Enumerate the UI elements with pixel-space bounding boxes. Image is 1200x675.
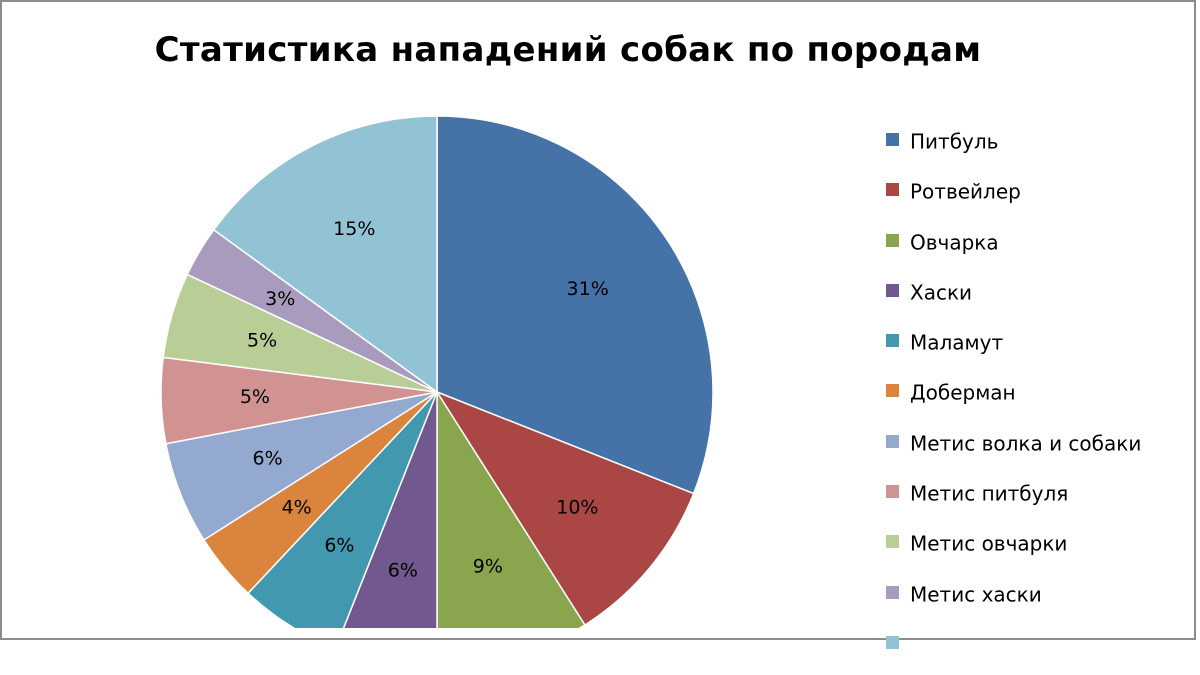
legend-label: Питбуль — [910, 129, 999, 154]
legend-label: Овчарка — [910, 230, 999, 255]
legend-item: Метис хаски — [886, 575, 1141, 625]
legend-label: Хаски — [910, 280, 973, 305]
legend-item: Хаски — [886, 273, 1141, 323]
pie-slice-0 — [436, 115, 714, 495]
legend-swatch — [886, 283, 899, 297]
legend-label: Метис хаски — [910, 582, 1042, 607]
slice-data-label: 5% — [240, 386, 270, 408]
legend-swatch — [886, 535, 899, 549]
legend-swatch — [886, 635, 899, 649]
pie-chart: 31% 10% 9% 6% 6% 4% 6% 5% 5% 3% 15% — [160, 115, 714, 628]
legend-item: Доберман — [886, 373, 1141, 423]
chart-title: Статистика нападений собак по породам — [154, 30, 982, 70]
legend-swatch — [886, 133, 899, 146]
legend-swatch — [886, 233, 899, 247]
slice-data-label: 31% — [567, 278, 609, 300]
legend-swatch — [886, 334, 899, 348]
legend-label: Метис волка и собаки — [910, 431, 1142, 456]
slice-data-label: 6% — [324, 534, 354, 556]
legend-swatch — [886, 485, 899, 499]
legend-item: Метис овчарки — [886, 524, 1141, 574]
legend-label: Метис овчарки — [910, 531, 1068, 556]
legend-swatch — [886, 384, 899, 398]
legend-label: Метис питбуля — [910, 481, 1069, 506]
legend-swatch — [886, 585, 899, 599]
slice-data-label: 6% — [388, 559, 418, 581]
legend-label: Ротвейлер — [910, 179, 1021, 204]
pie-slice-1 — [435, 390, 695, 627]
slice-data-label: 5% — [247, 330, 277, 352]
legend-item: Питбуль — [886, 122, 1141, 172]
slice-data-label: 15% — [333, 218, 375, 240]
legend-swatch — [886, 183, 899, 197]
slice-data-label: 3% — [265, 288, 295, 310]
legend-label: Доберман — [910, 380, 1016, 405]
slice-data-label: 9% — [473, 555, 503, 577]
legend-item — [886, 625, 1141, 675]
legend-item: Метис питбуля — [886, 474, 1141, 524]
legend-item: Овчарка — [886, 223, 1141, 273]
legend-item: Маламут — [886, 323, 1141, 373]
slice-data-label: 6% — [253, 448, 283, 470]
legend-item: Ротвейлер — [886, 172, 1141, 222]
pie-slice-2 — [436, 389, 586, 628]
slice-data-label: 10% — [556, 497, 598, 519]
pie-slice-10 — [212, 115, 438, 394]
legend-item: Метис волка и собаки — [886, 424, 1141, 474]
legend-swatch — [886, 434, 899, 448]
legend-label: Маламут — [910, 330, 1004, 355]
chart-legend: Питбуль Ротвейлер Овчарка Хаски Маламут Добер… — [886, 122, 1141, 675]
slice-data-label: 4% — [282, 497, 312, 519]
